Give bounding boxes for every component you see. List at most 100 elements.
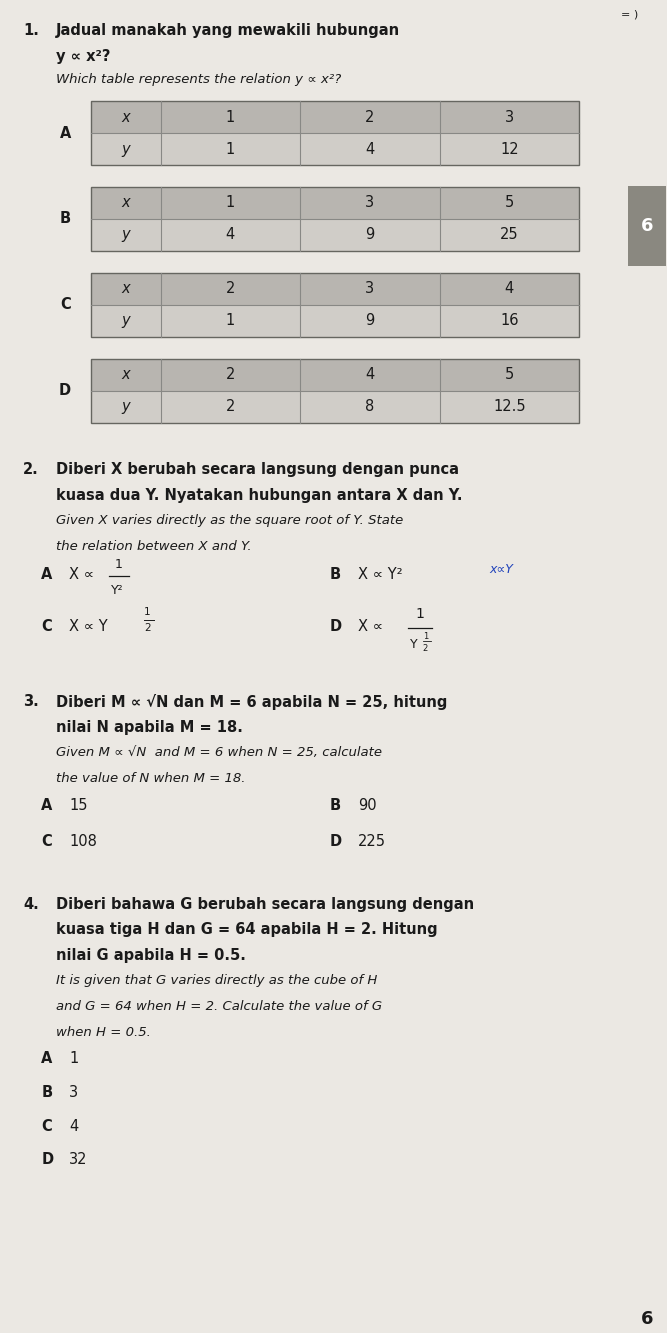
Text: nilai N apabila M = 18.: nilai N apabila M = 18. xyxy=(56,720,243,734)
Text: Diberi bahawa G berubah secara langsung dengan: Diberi bahawa G berubah secara langsung … xyxy=(56,897,474,912)
Text: D: D xyxy=(41,1153,53,1168)
Text: 108: 108 xyxy=(69,834,97,849)
Text: 12: 12 xyxy=(500,141,518,156)
Text: Jadual manakah yang mewakili hubungan: Jadual manakah yang mewakili hubungan xyxy=(56,24,400,39)
Text: y: y xyxy=(121,228,130,243)
Bar xyxy=(91,101,579,133)
Text: A: A xyxy=(41,567,53,581)
Text: 1: 1 xyxy=(69,1050,78,1065)
Text: 6: 6 xyxy=(646,247,658,265)
Text: B: B xyxy=(330,798,341,813)
Text: x: x xyxy=(121,109,130,125)
Text: 1: 1 xyxy=(115,557,123,571)
Bar xyxy=(91,359,579,391)
Bar xyxy=(91,187,579,251)
Text: B: B xyxy=(330,567,341,581)
Text: 5: 5 xyxy=(505,196,514,211)
Text: D: D xyxy=(59,383,71,399)
Text: 1: 1 xyxy=(423,632,428,641)
Bar xyxy=(91,187,579,219)
Text: 2: 2 xyxy=(225,281,235,296)
Text: A: A xyxy=(41,798,53,813)
Text: 3: 3 xyxy=(366,196,374,211)
Text: Diberi X berubah secara langsung dengan punca: Diberi X berubah secara langsung dengan … xyxy=(56,463,459,477)
Text: C: C xyxy=(41,1118,52,1133)
Bar xyxy=(91,305,579,337)
Text: 1: 1 xyxy=(226,141,235,156)
Text: D: D xyxy=(330,619,342,633)
Text: 15: 15 xyxy=(69,798,87,813)
Text: X ∝: X ∝ xyxy=(69,567,94,581)
Text: 6: 6 xyxy=(640,217,653,235)
Text: 4.: 4. xyxy=(23,897,39,912)
Text: X ∝ Y: X ∝ Y xyxy=(69,619,108,633)
Text: 25: 25 xyxy=(500,228,518,243)
Text: 2: 2 xyxy=(225,367,235,383)
Text: y ∝ x²?: y ∝ x²? xyxy=(56,49,111,64)
Bar xyxy=(91,101,579,165)
Text: Given X varies directly as the square root of Y. State: Given X varies directly as the square ro… xyxy=(56,515,404,528)
Text: 1.: 1. xyxy=(23,24,39,39)
Text: 3: 3 xyxy=(505,109,514,125)
Text: 4: 4 xyxy=(366,367,374,383)
Text: 2: 2 xyxy=(365,109,375,125)
Text: Y²: Y² xyxy=(111,584,123,597)
Text: kuasa tiga H dan G = 64 apabila H = 2. Hitung: kuasa tiga H dan G = 64 apabila H = 2. H… xyxy=(56,922,438,937)
Bar xyxy=(91,133,579,165)
Text: x: x xyxy=(121,281,130,296)
Text: 3.: 3. xyxy=(23,694,39,709)
Text: 5: 5 xyxy=(505,367,514,383)
Text: Given M ∝ √N  and M = 6 when N = 25, calculate: Given M ∝ √N and M = 6 when N = 25, calc… xyxy=(56,746,382,758)
Text: x: x xyxy=(121,196,130,211)
Text: B: B xyxy=(60,212,71,227)
Text: Diberi M ∝ √N dan M = 6 apabila N = 25, hitung: Diberi M ∝ √N dan M = 6 apabila N = 25, … xyxy=(56,694,448,710)
Text: 1: 1 xyxy=(415,607,424,621)
Text: B: B xyxy=(41,1085,52,1100)
Text: and G = 64 when H = 2. Calculate the value of G: and G = 64 when H = 2. Calculate the val… xyxy=(56,1000,382,1013)
Text: 4: 4 xyxy=(366,141,374,156)
Text: C: C xyxy=(41,619,52,633)
Text: 2: 2 xyxy=(423,644,428,653)
Text: = ): = ) xyxy=(622,9,639,20)
Text: 90: 90 xyxy=(358,798,377,813)
Text: y: y xyxy=(121,141,130,156)
Text: nilai G apabila H = 0.5.: nilai G apabila H = 0.5. xyxy=(56,948,246,964)
Text: 225: 225 xyxy=(358,834,386,849)
Text: x: x xyxy=(121,367,130,383)
Text: the value of N when M = 18.: the value of N when M = 18. xyxy=(56,772,245,785)
Text: C: C xyxy=(60,297,71,312)
Text: 9: 9 xyxy=(366,313,374,328)
Bar xyxy=(91,273,579,305)
Text: 1: 1 xyxy=(226,196,235,211)
Text: It is given that G varies directly as the cube of H: It is given that G varies directly as th… xyxy=(56,974,378,988)
Text: when H = 0.5.: when H = 0.5. xyxy=(56,1026,151,1040)
Text: 1: 1 xyxy=(226,313,235,328)
Bar xyxy=(91,219,579,251)
Text: x∝Y: x∝Y xyxy=(490,563,513,576)
Text: 1: 1 xyxy=(144,607,151,617)
Text: 4: 4 xyxy=(69,1118,78,1133)
Text: 9: 9 xyxy=(366,228,374,243)
Text: A: A xyxy=(41,1050,53,1065)
Bar xyxy=(91,359,579,423)
Text: 32: 32 xyxy=(69,1153,87,1168)
Text: 2: 2 xyxy=(225,399,235,415)
Text: 4: 4 xyxy=(505,281,514,296)
Text: 3: 3 xyxy=(69,1085,78,1100)
Text: 12.5: 12.5 xyxy=(493,399,526,415)
Text: the relation between X and Y.: the relation between X and Y. xyxy=(56,540,251,553)
Text: 2: 2 xyxy=(144,623,151,633)
Bar xyxy=(91,391,579,423)
Text: y: y xyxy=(121,399,130,415)
Text: C: C xyxy=(41,834,52,849)
Text: 4: 4 xyxy=(226,228,235,243)
Text: 16: 16 xyxy=(500,313,518,328)
Text: D: D xyxy=(330,834,342,849)
Bar xyxy=(628,187,666,265)
Text: y: y xyxy=(121,313,130,328)
Text: kuasa dua Y. Nyatakan hubungan antara X dan Y.: kuasa dua Y. Nyatakan hubungan antara X … xyxy=(56,488,463,504)
Text: Which table represents the relation y ∝ x²?: Which table represents the relation y ∝ … xyxy=(56,73,342,87)
Text: Y: Y xyxy=(410,637,418,651)
Text: 1: 1 xyxy=(226,109,235,125)
Text: 6: 6 xyxy=(641,1309,654,1328)
